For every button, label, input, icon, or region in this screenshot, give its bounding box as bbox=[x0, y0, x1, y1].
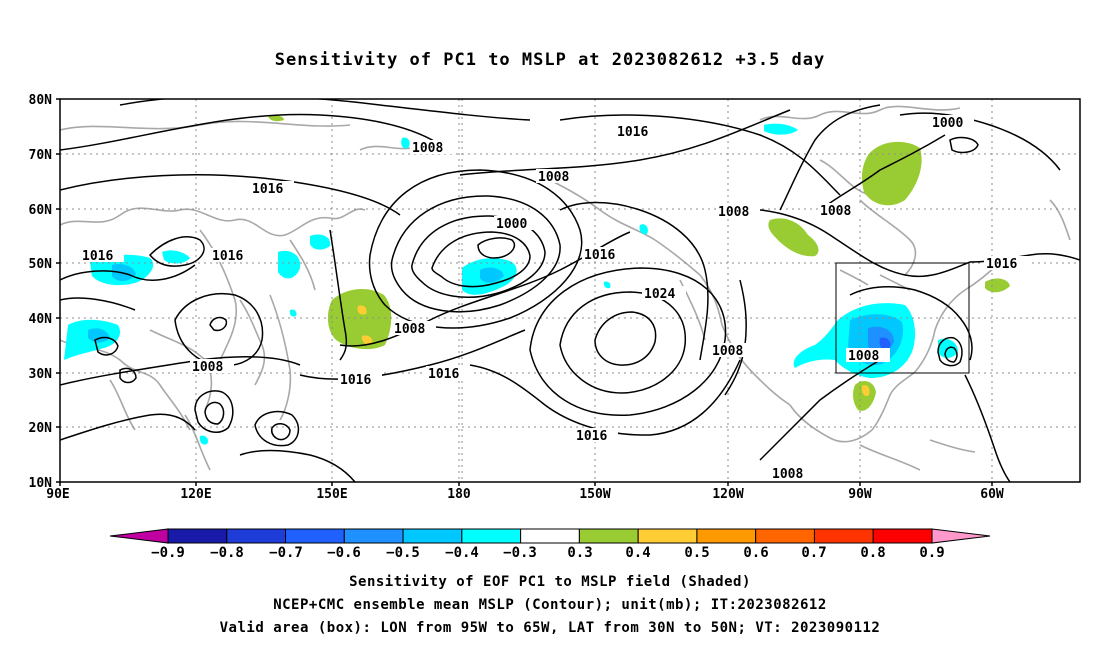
caption-line-2: NCEP+CMC ensemble mean MSLP (Contour); u… bbox=[273, 597, 827, 613]
colorbar-labels: −0.9 −0.8 −0.7 −0.6 −0.5 −0.4 −0.3 0.3 0… bbox=[151, 545, 945, 561]
colorbar-label: −0.6 bbox=[327, 545, 361, 561]
contour-label: 1000 bbox=[496, 217, 527, 232]
contour-label: 1008 bbox=[412, 141, 443, 156]
colorbar-label: −0.8 bbox=[210, 545, 244, 561]
contour-labels: 1008 1016 1000 1008 1016 1016 1000 1008 … bbox=[80, 115, 974, 482]
map-title: Sensitivity of PC1 to MSLP at 2023082612… bbox=[274, 50, 826, 70]
lat-label: 20N bbox=[29, 421, 53, 436]
colorbar-cell bbox=[813, 528, 874, 544]
lon-label: 180 bbox=[447, 487, 471, 502]
contour-label: 1016 bbox=[617, 125, 648, 140]
colorbar-label: −0.9 bbox=[151, 545, 185, 561]
colorbar-label: 0.7 bbox=[801, 545, 826, 561]
caption-line-3: Valid area (box): LON from 95W to 65W, L… bbox=[219, 620, 881, 636]
colorbar-cells bbox=[167, 528, 933, 544]
contour-label: 1016 bbox=[252, 182, 283, 197]
caption-line-1: Sensitivity of EOF PC1 to MSLP field (Sh… bbox=[349, 574, 751, 590]
axis-ticks bbox=[56, 98, 993, 486]
contour-label: 1008 bbox=[848, 349, 879, 364]
colorbar-label: 0.3 bbox=[567, 545, 592, 561]
colorbar-cell bbox=[167, 528, 228, 544]
contour-label: 1024 bbox=[644, 287, 675, 302]
colorbar-cell bbox=[520, 528, 580, 544]
lat-label: 30N bbox=[29, 367, 53, 382]
colorbar-label: −0.3 bbox=[503, 545, 537, 561]
lon-label: 150E bbox=[316, 487, 347, 502]
lon-label: 60W bbox=[980, 487, 1004, 502]
longitude-labels: 90E 120E 150E 180 150W 120W 90W 60W bbox=[46, 487, 1004, 502]
lat-label: 10N bbox=[29, 476, 53, 491]
colorbar-label: 0.5 bbox=[684, 545, 709, 561]
colorbar-cell bbox=[578, 528, 639, 544]
colorbar-label: −0.4 bbox=[445, 545, 479, 561]
contour-label: 1008 bbox=[718, 205, 749, 220]
colorbar-cell bbox=[696, 528, 757, 544]
contour-label: 1016 bbox=[986, 257, 1017, 272]
contour-label: 1016 bbox=[212, 249, 243, 264]
contour-label: 1016 bbox=[82, 249, 113, 264]
plot-area bbox=[60, 99, 1080, 482]
lon-label: 120E bbox=[180, 487, 211, 502]
colorbar-cell bbox=[285, 528, 345, 544]
lat-label: 50N bbox=[29, 257, 53, 272]
contour-labels-extra: 1016 bbox=[984, 256, 1028, 272]
latitude-labels: 80N 70N 60N 50N 40N 30N 20N 10N bbox=[29, 93, 53, 491]
colorbar-label: 0.8 bbox=[860, 545, 885, 561]
contour-label: 1008 bbox=[538, 170, 569, 185]
colorbar-label: 0.6 bbox=[743, 545, 768, 561]
lat-label: 80N bbox=[29, 93, 53, 108]
plot-frame bbox=[59, 98, 1081, 483]
lon-label: 150W bbox=[579, 487, 610, 502]
colorbar: −0.9 −0.8 −0.7 −0.6 −0.5 −0.4 −0.3 0.3 0… bbox=[109, 528, 991, 561]
contour-label: 1016 bbox=[576, 429, 607, 444]
colorbar-cell bbox=[226, 528, 287, 544]
lat-label: 60N bbox=[29, 203, 53, 218]
contour-label: 1008 bbox=[820, 204, 851, 219]
contour-label: 1016 bbox=[340, 373, 371, 388]
valid-area-box bbox=[835, 262, 970, 374]
lat-label: 40N bbox=[29, 312, 53, 327]
contour-label: 1008 bbox=[192, 360, 223, 375]
lon-label: 90W bbox=[848, 487, 872, 502]
colorbar-label: 0.9 bbox=[919, 545, 944, 561]
colorbar-left-triangle bbox=[109, 528, 169, 544]
colorbar-cell bbox=[402, 528, 463, 544]
colorbar-label: −0.7 bbox=[269, 545, 303, 561]
lon-label: 90E bbox=[46, 487, 69, 502]
contour-label: 1008 bbox=[772, 467, 803, 482]
sensitivity-shading bbox=[64, 115, 1010, 445]
colorbar-cell bbox=[755, 528, 815, 544]
colorbar-cell bbox=[637, 528, 698, 544]
contour-label: 1000 bbox=[932, 116, 963, 131]
colorbar-right-triangle bbox=[931, 528, 991, 544]
colorbar-cell bbox=[343, 528, 404, 544]
contour-label: 1016 bbox=[584, 248, 615, 263]
contour-label: 1008 bbox=[712, 344, 743, 359]
lon-label: 120W bbox=[712, 487, 743, 502]
contour-label: 1008 bbox=[394, 322, 425, 337]
lat-label: 70N bbox=[29, 148, 53, 163]
colorbar-label: −0.5 bbox=[386, 545, 420, 561]
colorbar-cell bbox=[872, 528, 933, 544]
colorbar-label: 0.4 bbox=[625, 545, 650, 561]
colorbar-cell bbox=[461, 528, 522, 544]
contour-label: 1016 bbox=[428, 367, 459, 382]
